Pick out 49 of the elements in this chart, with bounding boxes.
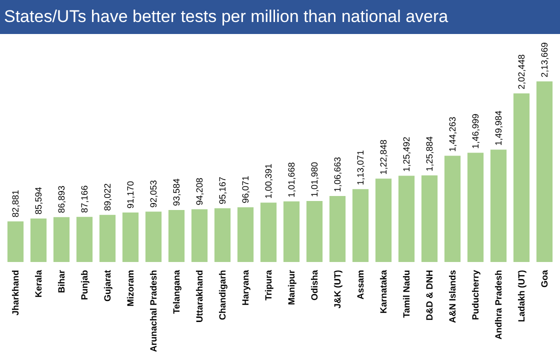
data-label: 1,44,263 (448, 116, 458, 152)
x-tick-label: Gujarat (102, 270, 112, 302)
data-label: 91,170 (126, 181, 136, 209)
data-label: 1,13,071 (356, 150, 366, 186)
x-tick-label: Goa (540, 268, 550, 288)
data-label: 1,01,668 (286, 162, 296, 198)
data-label: 1,01,980 (310, 162, 320, 197)
data-label: 1,49,984 (494, 110, 504, 146)
x-tick-label: Bihar (56, 269, 66, 293)
data-label: 1,06,663 (332, 156, 342, 192)
data-label: 86,893 (56, 186, 66, 214)
data-label: 2,02,448 (516, 54, 526, 90)
data-label: 89,022 (102, 183, 112, 211)
x-tick-label: Ladakh (UT) (516, 270, 526, 322)
data-label: 95,167 (218, 176, 228, 204)
data-label: 93,584 (172, 178, 182, 206)
chart-title: States/UTs have better tests per million than national avera (0, 0, 560, 34)
data-label: 1,00,391 (264, 164, 274, 199)
data-label: 85,594 (34, 186, 44, 215)
data-label: 94,208 (194, 178, 204, 206)
data-label: 96,071 (240, 176, 250, 204)
x-tick-label: D&D & DNH (424, 270, 434, 320)
x-tick-label: Mizoram (126, 270, 136, 306)
data-label: 1,46,999 (470, 114, 480, 149)
x-tick-label: Kerala (34, 268, 44, 298)
x-tick-label: Telangana (172, 268, 182, 314)
x-tick-label: Puducherry (470, 270, 480, 320)
x-tick-label: Karnataka (378, 268, 388, 314)
x-tick-label: J&K (UT) (332, 270, 342, 308)
x-tick-label: Odisha (310, 268, 320, 300)
x-tick-label: Tripura (264, 268, 274, 300)
data-label: 1,25,492 (402, 136, 412, 172)
data-label: 1,25,884 (424, 136, 434, 172)
x-tick-label: Punjab (80, 269, 90, 300)
data-label: 82,881 (10, 190, 20, 218)
x-tick-label: Manipur (286, 269, 296, 305)
x-tick-label: Arunachal Pradesh (148, 270, 158, 352)
x-tick-label: Uttarakhand (194, 270, 204, 322)
data-label: 92,053 (148, 180, 158, 208)
x-tick-label: Tamil Nadu (402, 270, 412, 318)
data-label: 2,13,669 (540, 42, 550, 78)
data-label: 87,166 (80, 185, 90, 213)
x-tick-label: Andhra Pradesh (494, 270, 504, 340)
data-label: 1,22,848 (378, 140, 388, 175)
x-tick-label: Assam (356, 270, 366, 300)
x-tick-label: Jharkhand (10, 270, 20, 316)
x-tick-label: Haryana (240, 268, 250, 306)
x-tick-label: Chandigarh (218, 270, 228, 320)
x-tick-label: A&N Islands (448, 270, 458, 323)
